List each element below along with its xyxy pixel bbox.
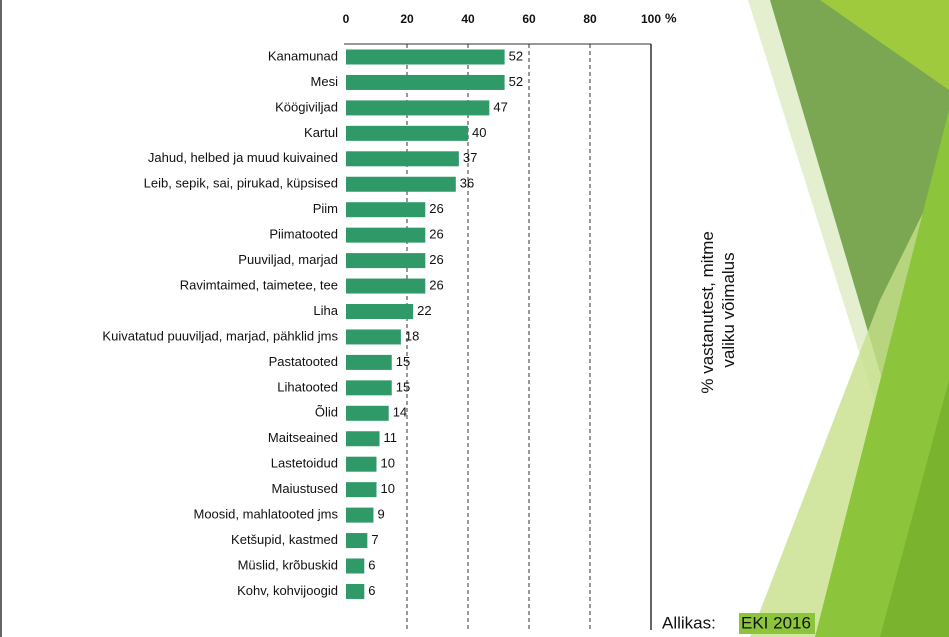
data-label: 6 [368,557,375,572]
source-highlight [739,613,815,634]
bar [346,74,505,90]
bar [346,533,368,549]
bar [346,125,468,141]
data-label: 40 [472,125,486,140]
y-tick-label: Kuivatatud puuviljad, marjad, pähklid jm… [102,328,338,343]
bar [346,507,374,523]
data-label: 22 [417,303,431,318]
annotation-line: valiku võimalus [719,252,738,367]
y-tick-label: Leib, sepik, sai, pirukad, küpsised [144,176,338,191]
data-label: 26 [429,227,443,242]
y-tick-label: Ketšupid, kastmed [231,532,338,547]
x-tick-label: 40 [461,12,475,26]
data-label: 9 [377,507,384,522]
y-tick-label: Kartul [304,125,338,140]
bar [346,304,414,319]
x-tick-label: 0 [343,12,350,26]
bar [346,405,389,421]
source-prefix: Allikas: [662,613,716,632]
y-tick-label: Lihatooted [277,379,338,394]
x-tick-label: 20 [400,12,414,26]
y-tick-label: Moosid, mahlatooted jms [193,507,338,522]
y-tick-label: Piim [313,201,338,216]
decoration [748,0,949,637]
y-tick-label: Piimatooted [269,227,338,242]
y-tick-label: Köögiviljad [275,99,338,114]
data-label: 7 [371,532,378,547]
data-label: 26 [429,252,443,267]
bar [346,354,392,370]
bar [346,227,426,243]
y-tick-label: Liha [313,303,338,318]
annotation-line: % vastanutest, mitme [698,231,717,394]
y-tick-label: Jahud, helbed ja muud kuivained [148,150,338,165]
bar [346,329,401,345]
source: EKI 2016 [741,613,811,632]
data-label: 47 [493,99,507,114]
y-tick-label: Maitseained [268,430,338,445]
data-label: 37 [463,150,477,165]
data-label: 36 [460,176,474,191]
data-label: 26 [429,201,443,216]
y-tick-label: Lastetoidud [271,456,338,471]
data-label: 52 [509,74,523,89]
bar [346,380,392,396]
bar [346,100,490,116]
bar [346,253,426,269]
y-tick-label: Maiustused [272,481,338,496]
annotation: % vastanutest, mitme valiku võimalus [698,226,738,393]
y-tick-label: Pastatooted [269,354,338,369]
bar [346,176,456,192]
data-label: 52 [509,48,523,63]
data-label: 11 [384,430,398,445]
data-label: 26 [429,277,443,292]
y-tick-label: Kohv, kohvijoogid [237,583,338,598]
x-tick-label: 60 [522,12,536,26]
data-label: 14 [393,405,407,420]
data-label: 10 [381,456,395,471]
y-tick-label: Puuviljad, marjad [238,252,338,267]
data-label: 15 [396,379,410,394]
data-label: 18 [405,328,419,343]
y-tick-label: Ravimtaimed, taimetee, tee [180,277,338,292]
data-label: 6 [368,583,375,598]
x-tick-label: 100 [641,12,661,26]
x-tick-label: 80 [583,12,597,26]
bar [346,456,377,472]
bar [346,558,365,574]
y-tick-label: Müslid, krõbuskid [238,557,338,572]
y-tick-label: Õlid [315,405,338,420]
bar [346,482,377,498]
x-axis-label: % [665,10,677,25]
y-tick-label: Mesi [311,74,339,89]
data-label: 10 [381,481,395,496]
bar [346,49,505,65]
bar [346,278,426,294]
bar [346,583,365,599]
data-label: 15 [396,354,410,369]
bar [346,202,426,218]
bar [346,151,459,167]
bar [346,431,380,447]
y-tick-label: Kanamunad [268,48,338,63]
